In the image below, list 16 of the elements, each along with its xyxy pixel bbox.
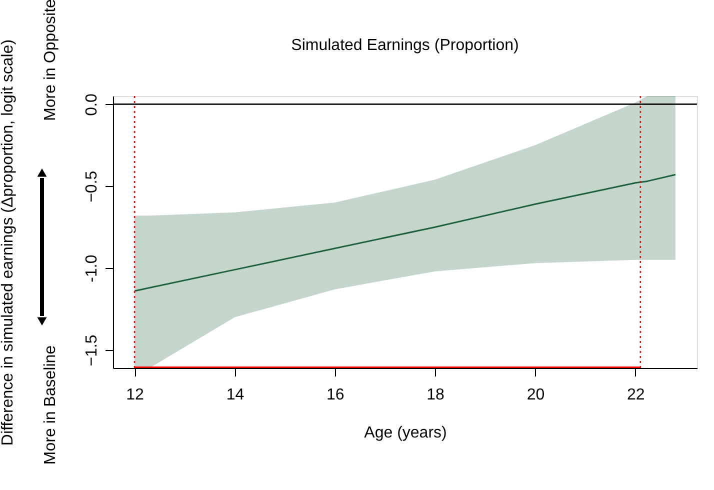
x-tick-label: 22 bbox=[626, 386, 645, 404]
text: More in Opposite bbox=[42, 0, 59, 121]
x-tick-label: 18 bbox=[426, 386, 445, 404]
x-tick-label: 16 bbox=[326, 386, 344, 404]
chart-title: Simulated Earnings (Proportion) bbox=[291, 37, 519, 54]
x-tick-label: 20 bbox=[526, 386, 545, 404]
y-tick-label: −1.5 bbox=[84, 334, 100, 366]
y-axis-title: Difference in simulated earnings (Δproportion, logit scale) bbox=[0, 39, 16, 446]
x-axis-title: Age (years) bbox=[364, 424, 447, 442]
y-tick-label: −0.5 bbox=[84, 170, 100, 202]
x-tick-label: 14 bbox=[226, 386, 244, 404]
line-series bbox=[134, 174, 676, 292]
text: More in Baseline bbox=[42, 345, 59, 465]
y-tick-label: 0.0 bbox=[84, 93, 100, 116]
y-tick-label: -1.0 bbox=[84, 254, 100, 282]
x-tick-label: 12 bbox=[126, 386, 144, 404]
